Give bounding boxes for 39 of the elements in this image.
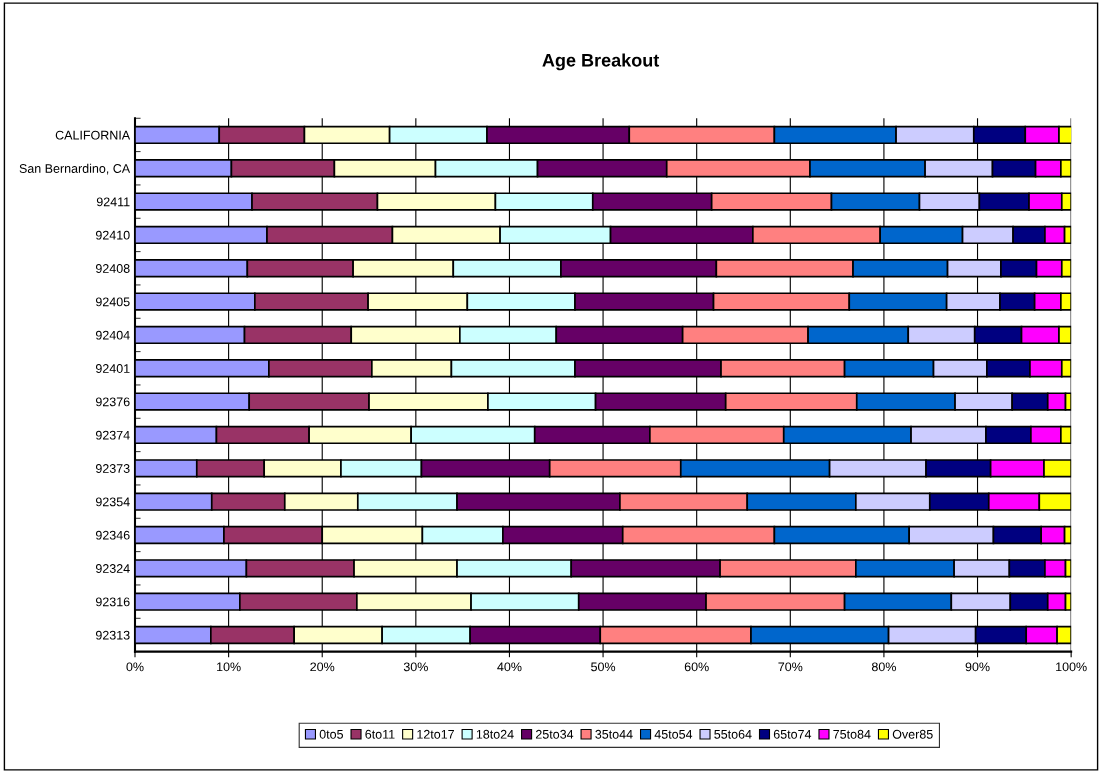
y-tick-label: 92376 [95, 397, 130, 407]
legend-label: 25to34 [535, 729, 574, 739]
legend-label: 35to44 [595, 729, 633, 739]
y-tick-label: 92401 [95, 364, 130, 373]
y-tick-label: CALIFORNIA [55, 130, 131, 140]
legend-label: 18to24 [476, 729, 514, 739]
x-tick-label: 90% [965, 662, 990, 672]
y-tick-label: 92374 [95, 430, 130, 440]
x-tick-label: 20% [310, 662, 335, 672]
legend-label: 75to84 [833, 729, 871, 739]
x-tick-label: 60% [684, 662, 709, 672]
y-tick-label: 92408 [95, 264, 130, 273]
y-tick-label: 92346 [95, 530, 130, 540]
x-tick-label: 30% [403, 662, 428, 672]
y-tick-label: 92411 [96, 197, 130, 207]
legend-label: 55to64 [714, 729, 752, 739]
y-tick-label: 92410 [95, 230, 130, 240]
x-tick-label: 80% [871, 662, 896, 672]
legend-label: 65to74 [773, 729, 812, 739]
chart-title: Age Breakout [542, 53, 660, 71]
y-tick-label: 92324 [95, 564, 130, 573]
x-tick-label: 40% [497, 662, 522, 672]
x-tick-label: 50% [591, 662, 616, 672]
y-tick-label: 92405 [95, 297, 130, 307]
legend-label: 6to11 [365, 729, 395, 739]
x-tick-label: 10% [217, 662, 241, 672]
y-tick-label: 92313 [95, 630, 130, 640]
y-tick-label: San Bernardino, CA [19, 163, 131, 175]
legend-label: 0to5 [319, 729, 343, 739]
y-tick-label: 92373 [95, 464, 130, 473]
y-tick-label: 92354 [95, 497, 130, 507]
y-tick-label: 92316 [95, 597, 130, 607]
legend-label: 12to17 [417, 729, 454, 739]
x-tick-label: 0% [126, 662, 144, 672]
x-tick-label: 100% [1056, 662, 1087, 672]
y-tick-label: 92404 [95, 330, 130, 340]
legend-label: 45to54 [654, 729, 693, 739]
legend-label: Over85 [892, 729, 933, 739]
x-tick-label: 70% [778, 662, 803, 672]
